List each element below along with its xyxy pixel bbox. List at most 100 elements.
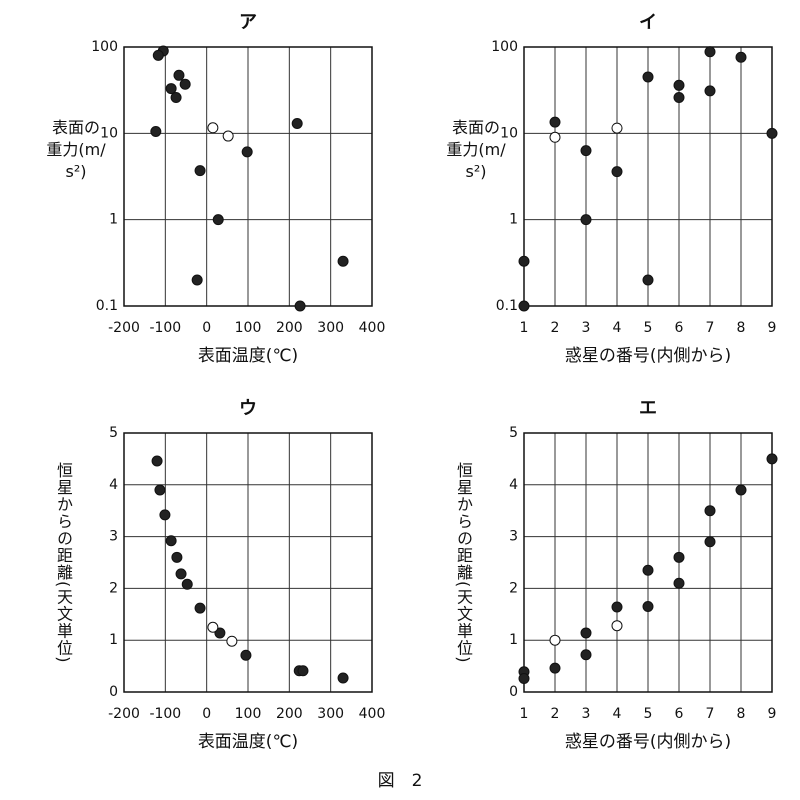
point [291,117,303,129]
x-axis-label: 表面温度(℃) [198,732,298,752]
x-tick-label: 200 [276,320,303,336]
point [673,79,685,91]
point [337,255,349,267]
y-tick-label: 1 [509,632,518,648]
chart-title: エ [639,398,657,419]
x-tick-label: 2 [551,320,560,336]
y-tick-label: 1 [509,212,518,228]
point [549,634,561,646]
x-tick-label: 8 [737,706,746,722]
y-axis-label: 恒星からの距離(天文単位) [454,462,473,664]
point [181,578,193,590]
y-tick-label: 2 [509,580,518,596]
point [240,649,252,661]
x-tick-label: 3 [582,320,591,336]
y-tick-label: 10 [100,125,118,141]
point [165,83,177,95]
point [171,551,183,563]
y-tick-label: 4 [109,477,118,493]
y-tick-label: 2 [109,580,118,596]
point [549,131,561,143]
point [611,620,623,632]
point [611,122,623,134]
x-axis-label: 表面温度(℃) [198,346,298,366]
y-tick-label: 1 [109,632,118,648]
point [735,484,747,496]
point [175,568,187,580]
point [673,577,685,589]
x-tick-label: 6 [675,320,684,336]
x-tick-label: 0 [202,706,211,722]
point [673,92,685,104]
y-tick-label: 100 [491,39,518,55]
x-tick-label: 100 [235,320,262,336]
x-tick-label: 7 [706,320,715,336]
point [580,627,592,639]
point [549,116,561,128]
y-tick-label: 1 [109,212,118,228]
point [241,146,253,158]
point [580,214,592,226]
y-axis-label-box: 恒星からの距離(天文単位) [454,462,473,664]
point [159,509,171,521]
y-tick-label: 5 [509,425,518,441]
point [611,166,623,178]
point [212,214,224,226]
plot-frame [123,432,373,693]
y-tick-label: 0.1 [96,298,118,314]
point [222,130,234,142]
point [151,455,163,467]
x-tick-label: 7 [706,706,715,722]
x-tick-label: 3 [582,706,591,722]
point [642,601,654,613]
x-tick-label: 100 [235,706,262,722]
x-tick-label: 5 [644,320,653,336]
point [766,127,778,139]
chart-title: ア [239,12,257,33]
x-tick-label: 400 [359,706,386,722]
plot-frame [523,46,773,307]
point [549,662,561,674]
chart-title: ウ [239,398,257,419]
y-tick-label: 0.1 [496,298,518,314]
point [642,564,654,576]
y-axis-label: 表面の重力(m/s²) [46,118,106,181]
point [642,71,654,83]
point [207,122,219,134]
x-axis-label: 惑星の番号(内側から) [565,732,731,752]
point [194,602,206,614]
x-tick-label: -100 [149,706,181,722]
x-tick-label: 0 [202,320,211,336]
y-axis-label-box: 恒星からの距離(天文単位) [54,462,73,664]
x-tick-label: 9 [768,320,777,336]
point [214,627,226,639]
x-tick-label: 2 [551,706,560,722]
plot-frame [123,46,373,307]
y-axis-label: 表面の重力(m/s²) [446,118,506,181]
y-axis-label-box: 表面の重力(m/s²) [446,118,506,181]
point [642,274,654,286]
point [226,635,238,647]
point [294,300,306,312]
point [704,85,716,97]
x-tick-label: 5 [644,706,653,722]
x-tick-label: 6 [675,706,684,722]
y-tick-label: 10 [500,125,518,141]
point [580,649,592,661]
x-axis-label: 惑星の番号(内側から) [565,346,731,366]
x-tick-label: 8 [737,320,746,336]
point [297,665,309,677]
point [704,536,716,548]
point [766,453,778,465]
point [207,621,219,633]
y-tick-label: 3 [509,529,518,545]
point [611,601,623,613]
point [170,92,182,104]
point [337,672,349,684]
y-axis-label: 恒星からの距離(天文単位) [54,462,73,664]
point [518,673,530,685]
x-tick-label: -200 [108,706,140,722]
x-tick-label: 300 [317,706,344,722]
x-tick-label: 1 [520,320,529,336]
